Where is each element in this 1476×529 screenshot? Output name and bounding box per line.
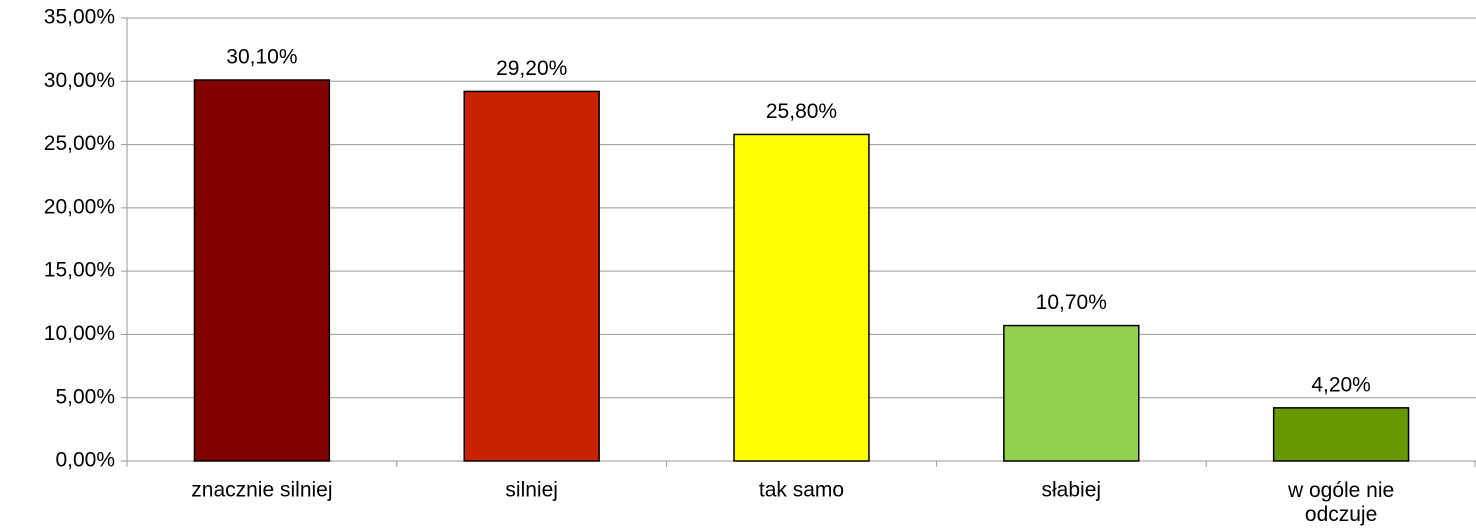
y-tick-label: 25,00% <box>44 132 115 155</box>
y-tick-label: 10,00% <box>44 322 115 345</box>
y-tick-label: 15,00% <box>44 259 115 282</box>
y-tick-label: 20,00% <box>44 195 115 218</box>
x-tick-label: w ogóle nie odczuje <box>1287 479 1394 526</box>
y-tick-label: 5,00% <box>55 385 115 408</box>
bar <box>1003 324 1140 462</box>
x-tick-label: znacznie silniej <box>191 479 332 502</box>
bar <box>733 133 870 462</box>
x-tick-label: tak samo <box>759 479 844 502</box>
y-tick-label: 30,00% <box>44 69 115 92</box>
data-label: 10,70% <box>1036 291 1107 314</box>
y-tick-label: 0,00% <box>55 449 115 472</box>
bar <box>463 90 600 462</box>
data-label: 29,20% <box>496 57 567 80</box>
x-tick-label: słabiej <box>1042 479 1102 502</box>
data-label: 30,10% <box>226 46 297 69</box>
data-label: 25,80% <box>766 100 837 123</box>
bar <box>193 79 331 462</box>
bar <box>1272 407 1410 462</box>
x-tick-label: silniej <box>505 479 558 502</box>
y-tick-label: 35,00% <box>44 6 115 29</box>
data-label: 4,20% <box>1311 373 1371 396</box>
